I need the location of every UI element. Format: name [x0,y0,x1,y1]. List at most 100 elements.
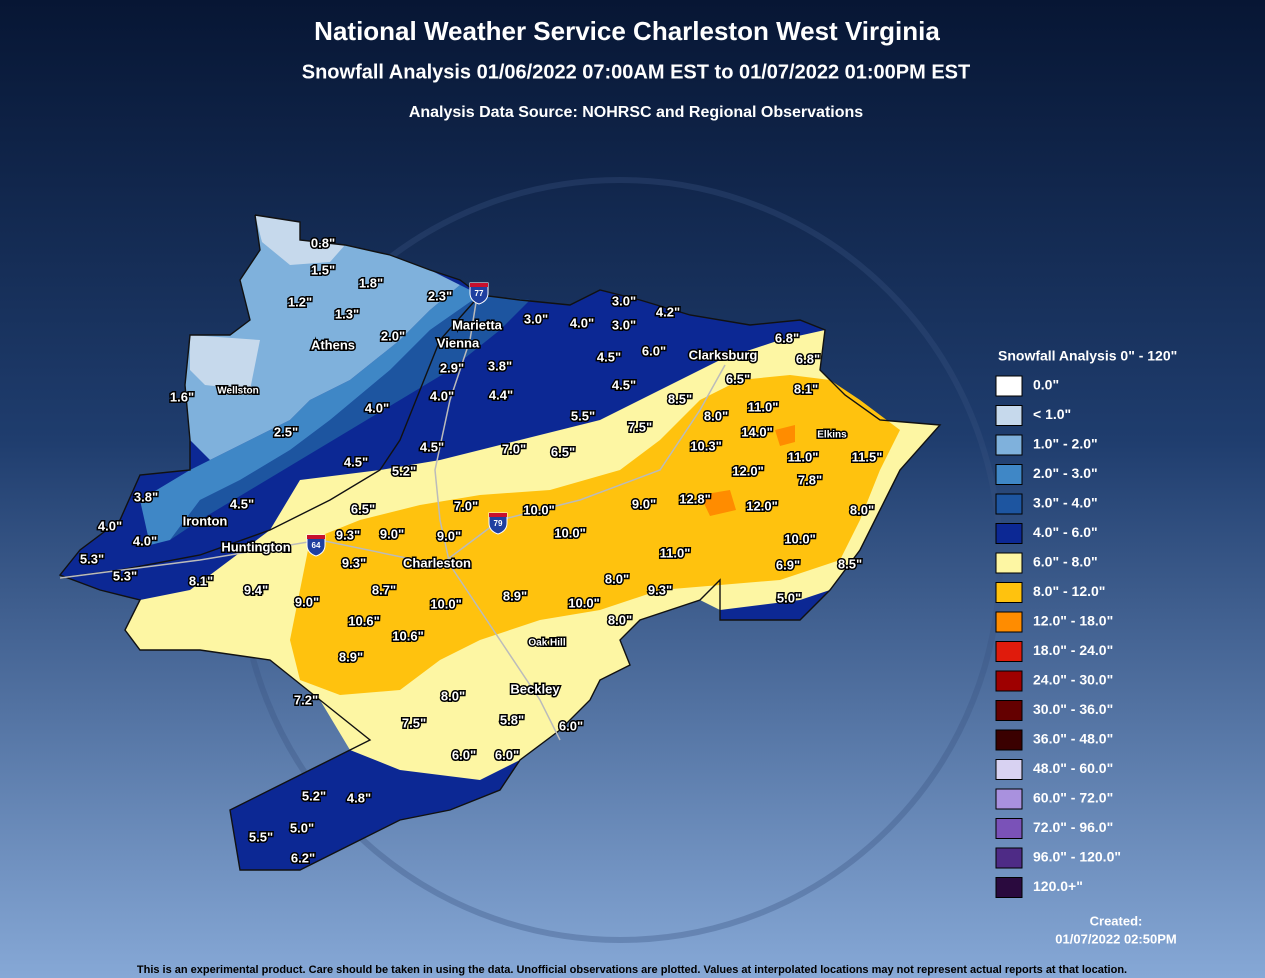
legend-label: 60.0" - 72.0" [1033,790,1113,806]
observation: 6.5" [726,371,750,386]
observation: 6.2" [291,850,315,865]
legend-swatch [995,405,1023,426]
observation: 2.3" [428,288,452,303]
observation: 6.0" [559,718,583,733]
observation: 4.5" [230,496,254,511]
highway-shield [488,512,508,535]
observation: 7.0" [502,441,526,456]
observation: 5.0" [777,590,801,605]
legend-swatch [995,641,1023,662]
observation: 0.8" [311,235,335,250]
observation: 1.2" [288,294,312,309]
observation: 10.0" [568,595,599,610]
observation: 4.0" [365,400,389,415]
legend-label: 96.0" - 120.0" [1033,849,1121,865]
region [700,490,736,516]
observation: 8.0" [605,571,629,586]
legend-swatch [995,434,1023,456]
legend-swatch [995,847,1023,869]
legend-swatch [995,582,1023,603]
observation: 5.5" [249,829,273,844]
highway-shield [469,282,489,305]
city: Ironton [183,513,228,528]
highway-number: 79 [494,519,503,528]
city: Clarksburg [689,347,758,362]
region [185,215,460,460]
subtitle: Snowfall Analysis 01/06/2022 07:00AM EST… [302,61,970,83]
observation: 9.0" [437,528,461,543]
title: National Weather Service Charleston West… [314,16,940,46]
legend-label: 120.0+" [1033,878,1083,894]
observation: 5.3" [80,551,104,566]
region [140,285,480,545]
city: Marietta [452,317,503,332]
observation: 12.8" [679,491,710,506]
legend-swatch [995,493,1023,515]
observation: 8.0" [441,688,465,703]
observation: 7.5" [628,419,652,434]
highway-band [489,513,507,517]
observation: 10.0" [554,525,585,540]
observation: 3.8" [134,489,158,504]
observation: 5.2" [302,788,326,803]
observation: 10.3" [690,438,721,453]
legend-label: 3.0" - 4.0" [1033,495,1098,511]
observation: 6.0" [452,747,476,762]
observation: 2.9" [440,360,464,375]
observation: 5.0" [290,820,314,835]
observation: 8.0" [850,502,874,517]
observation: 8.0" [608,612,632,627]
observation: 12.0" [732,463,763,478]
observation: 7.0" [454,498,478,513]
city: Wellston [217,386,258,397]
legend-label: 2.0" - 3.0" [1033,465,1098,481]
legend-swatch [995,729,1023,751]
river [59,294,481,579]
legend-swatch [995,759,1023,780]
legend-label: 8.0" - 12.0" [1033,583,1105,599]
observation: 9.4" [244,582,268,597]
observation: 10.0" [523,502,554,517]
observation: 4.8" [347,790,371,805]
region [170,295,530,540]
created-date: 01/07/2022 02:50PM [1055,931,1176,946]
highway-band [307,535,325,539]
legend-label: 1.0" - 2.0" [1033,436,1098,452]
observation: 3.0" [612,293,636,308]
observation: 8.1" [794,381,818,396]
city: Oak Hill [528,638,565,649]
observation: 4.0" [430,388,454,403]
observation: 12.0" [746,498,777,513]
observation: 9.0" [380,526,404,541]
city: Elkins [817,430,847,441]
highway-shield [306,534,326,557]
legend-label: < 1.0" [1033,406,1071,422]
legend-label: 30.0" - 36.0" [1033,701,1113,717]
region [290,375,900,695]
observation: 8.1" [189,573,213,588]
legend-label: 24.0" - 30.0" [1033,672,1113,688]
observation: 6.0" [495,747,519,762]
observation: 7.5" [402,715,426,730]
region [775,425,795,446]
labels: 0.8" 1.5" 1.8" 2.3" 1.2" 1.3" 2.0" 3.0" 4.0" 3.0"… [78,234,884,867]
observation: 2.0" [381,328,405,343]
observation: 8.5" [668,391,692,406]
highway-band [470,283,488,287]
legend-swatch [995,464,1023,485]
legend-label: 12.0" - 18.0" [1033,613,1113,629]
observation: 6.8" [796,351,820,366]
legend-swatch [995,523,1023,544]
observation: 11.0" [788,449,819,464]
legend-label: 36.0" - 48.0" [1033,731,1113,747]
observation: 9.3" [336,527,360,542]
snow-regions [60,215,940,870]
observation: 4.2" [656,304,680,319]
legend-swatch [995,670,1023,692]
observation: 8.7" [372,582,396,597]
highway-number: 77 [475,289,484,298]
observation: 9.0" [295,594,319,609]
observation: 11.0" [748,399,779,414]
observation: 10.0" [784,531,815,546]
legend-label: 0.0" [1033,377,1059,393]
